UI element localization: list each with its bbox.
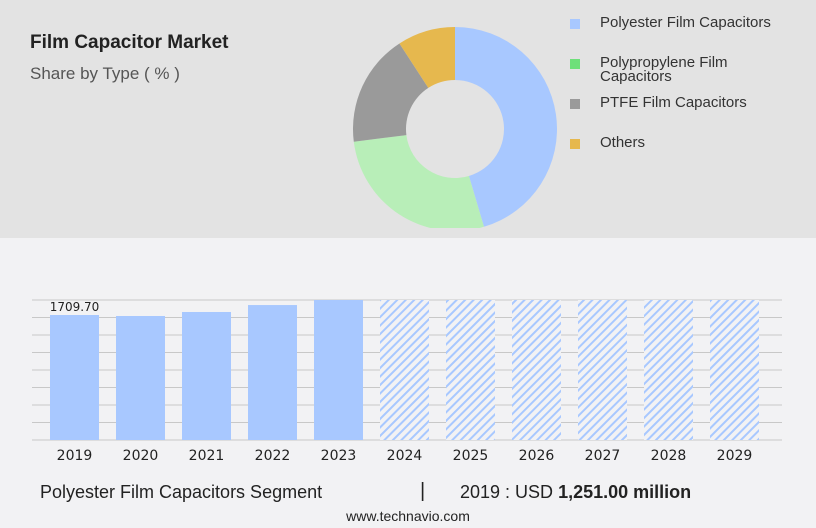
legend-item[interactable]: Polyester Film Capacitors — [570, 14, 810, 46]
segment-value: 2019 : USD 1,251.00 million — [460, 482, 691, 503]
year-label: 2019 : USD — [460, 482, 554, 502]
forecast-bar[interactable] — [578, 300, 627, 440]
x-tick-label: 2029 — [717, 448, 753, 464]
bar-chart: 1709.70 2019 2020 2021 2022 2023 2024 2025 2026 2… — [32, 299, 782, 464]
x-tick-label: 2022 — [255, 448, 291, 464]
bar[interactable] — [182, 311, 231, 440]
x-tick-label: 2024 — [387, 448, 423, 464]
legend-swatch — [570, 139, 580, 149]
forecast-bar[interactable] — [380, 300, 429, 440]
legend-label: PTFE Film Capacitors — [600, 94, 747, 111]
bar[interactable] — [248, 305, 297, 440]
forecast-bar[interactable] — [710, 300, 759, 440]
donut-slice[interactable] — [353, 43, 429, 142]
forecast-bar[interactable] — [644, 300, 693, 440]
segment-label: Polyester Film Capacitors Segment — [40, 482, 323, 502]
legend-label: Polyester Film Capacitors — [600, 14, 771, 31]
legend-label: Polypropylene Film Capacitors — [600, 54, 728, 85]
x-tick-label: 2028 — [651, 448, 687, 464]
bar[interactable] — [116, 316, 165, 440]
site-url[interactable]: www.technavio.com — [346, 508, 470, 524]
chart-subtitle: Share by Type ( % ) — [30, 64, 180, 83]
donut-slice[interactable] — [399, 27, 455, 88]
x-tick-label: 2027 — [585, 448, 621, 464]
donut-chart — [353, 27, 557, 231]
separator: | — [420, 480, 426, 502]
legend-label: Others — [600, 134, 646, 151]
donut-slice[interactable] — [455, 27, 557, 227]
x-tick-label: 2019 — [57, 448, 93, 464]
bar[interactable] — [314, 300, 363, 440]
forecast-bar[interactable] — [512, 300, 561, 440]
legend-item[interactable]: Polypropylene Film Capacitors — [570, 54, 810, 86]
legend-item[interactable]: PTFE Film Capacitors — [570, 94, 810, 126]
donut-slice[interactable] — [353, 135, 484, 231]
x-tick-label: 2021 — [189, 448, 225, 464]
x-tick-label: 2025 — [453, 448, 489, 464]
legend-swatch — [570, 99, 580, 109]
x-tick-label: 2020 — [123, 448, 159, 464]
data-label: 1709.70 — [50, 300, 100, 314]
chart-title: Film Capacitor Market — [30, 32, 229, 53]
forecast-bar[interactable] — [446, 300, 495, 440]
legend-item[interactable]: Others — [570, 134, 810, 166]
x-tick-label: 2023 — [321, 448, 357, 464]
x-tick-label: 2026 — [519, 448, 555, 464]
legend-swatch — [570, 59, 580, 69]
bar[interactable] — [50, 315, 99, 440]
value-text: 1,251.00 million — [558, 482, 692, 502]
legend-swatch — [570, 19, 580, 29]
